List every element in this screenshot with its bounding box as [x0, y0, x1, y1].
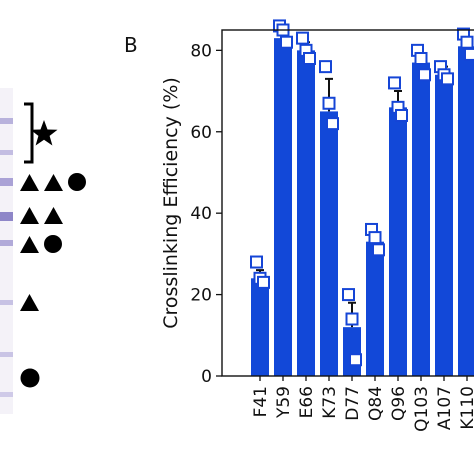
data-point: [280, 35, 293, 49]
circle-icon: [44, 235, 62, 253]
data-point: [303, 51, 316, 65]
triangle-icon: [44, 207, 63, 224]
triangle-icon: [20, 294, 39, 311]
gel-band: [0, 212, 13, 221]
y-axis-title: Crosslinking Efficiency (%): [160, 77, 182, 329]
data-point: [296, 31, 309, 45]
data-point: [418, 68, 431, 82]
data-point: [441, 72, 454, 86]
data-point: [388, 76, 401, 90]
x-axis-ticks: F41 Y59 E66 K73 D77 Q84 Q96 Q103 A107 K110: [251, 376, 474, 432]
data-point: [395, 108, 408, 122]
triangle-icon: [20, 236, 39, 253]
x-tick-label: F41: [251, 386, 271, 417]
bar-k73: [320, 111, 338, 376]
triangle-icon: [20, 207, 39, 224]
x-tick-label: D77: [343, 386, 363, 421]
bar-chart: 0 20 40 60 80 F41 Y59 E66 K73 D77 Q84 Q96 Q103 A107 K…: [160, 19, 474, 432]
bar-q103: [412, 62, 430, 377]
y-tick-label: 40: [190, 204, 212, 224]
data-point: [322, 96, 336, 110]
bar-a107: [435, 74, 453, 376]
x-tick-label: Q103: [412, 386, 432, 432]
bracket-icon: [24, 102, 34, 164]
data-point: [345, 312, 359, 326]
bar-y59: [274, 38, 292, 377]
gel-symbols: [20, 102, 86, 388]
triangle-icon: [20, 174, 39, 191]
data-point: [372, 243, 385, 257]
x-tick-label: Q96: [389, 386, 409, 421]
data-point: [326, 117, 339, 131]
gel-band: [0, 240, 13, 246]
bars-layer: [251, 38, 474, 377]
x-tick-label: A107: [435, 386, 455, 430]
axes-layer: [221, 29, 474, 377]
x-tick-label: K110: [458, 386, 474, 430]
circle-icon: [20, 368, 40, 388]
bar-f41: [251, 278, 269, 376]
y-tick-label: 60: [190, 123, 212, 143]
bar-k110: [458, 46, 474, 377]
plot-frame: [221, 29, 474, 377]
gel-band: [0, 392, 13, 397]
bar-q84: [366, 241, 384, 376]
bar-d77: [343, 327, 361, 376]
gel-band: [0, 178, 13, 186]
x-tick-label: Q84: [366, 386, 386, 421]
gel-band: [0, 300, 13, 305]
panel-label: B: [124, 33, 138, 57]
gel-band: [0, 352, 13, 357]
data-point: [342, 288, 355, 302]
gel-panel: [0, 88, 13, 414]
data-point: [257, 275, 270, 289]
data-point: [368, 231, 382, 245]
x-tick-label: E66: [297, 386, 317, 418]
gel-lane: [0, 88, 13, 414]
y-tick-label: 0: [201, 367, 212, 387]
circle-icon: [68, 173, 86, 191]
y-axis-ticks: 0 20 40 60 80: [190, 41, 222, 387]
gel-band: [0, 118, 13, 124]
x-tick-label: K73: [320, 386, 340, 419]
x-tick-label: Y59: [274, 386, 294, 419]
y-tick-label: 20: [190, 286, 212, 306]
data-point: [464, 47, 474, 61]
y-tick-label: 80: [190, 41, 212, 61]
triangle-icon: [44, 174, 63, 191]
gel-band: [0, 150, 13, 155]
data-point: [319, 60, 332, 74]
points-layer: [250, 19, 474, 367]
data-point: [414, 51, 428, 65]
star-icon: [30, 120, 58, 146]
bar-e66: [297, 50, 315, 377]
data-point: [460, 35, 474, 49]
data-point: [349, 353, 362, 367]
data-point: [250, 255, 263, 269]
bar-q96: [389, 107, 407, 376]
